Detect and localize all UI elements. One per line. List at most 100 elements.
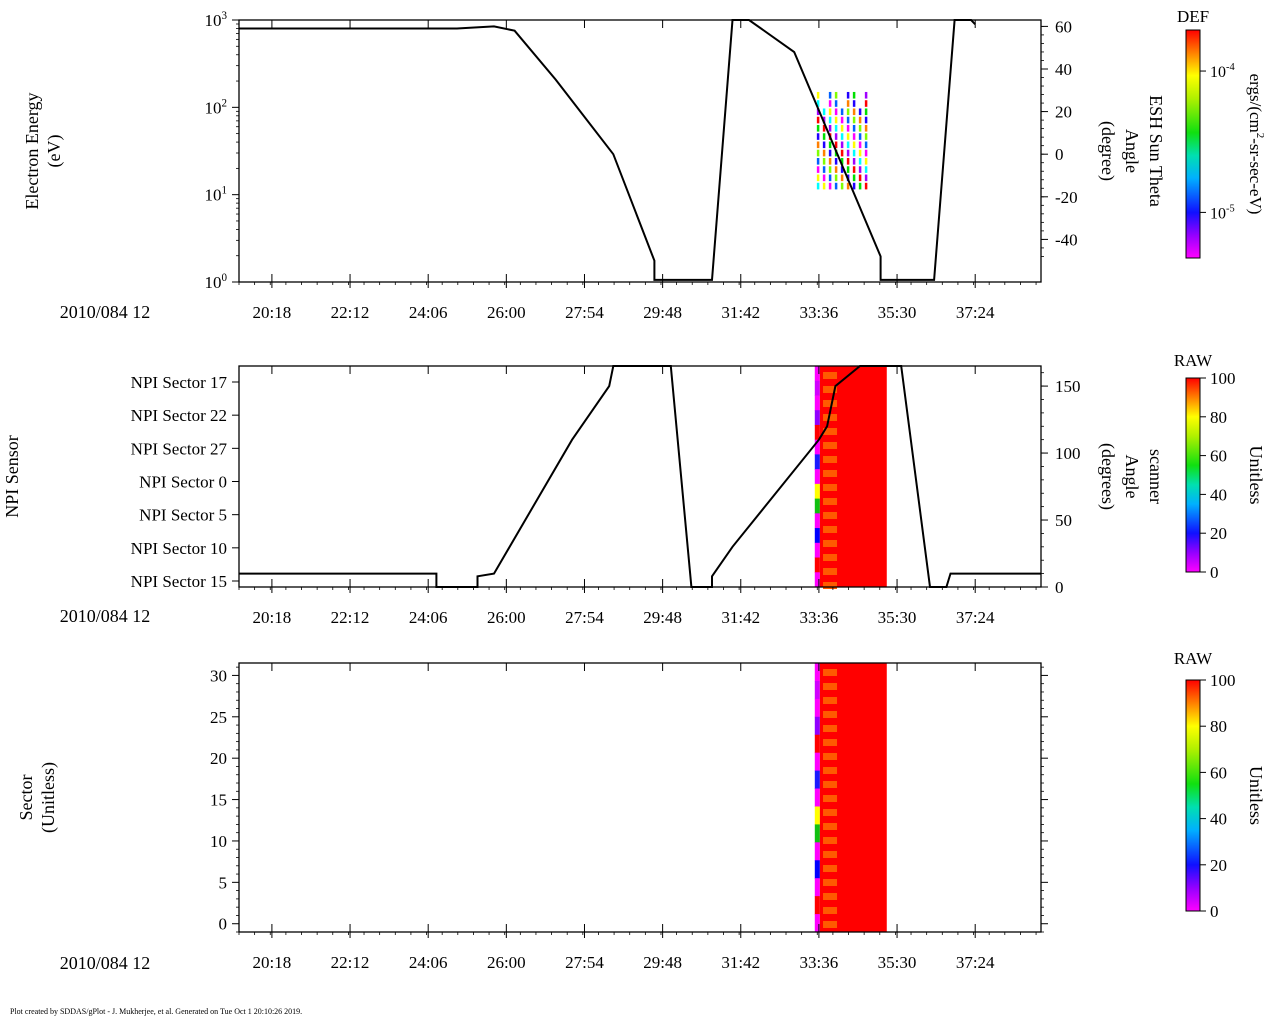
def-cell — [846, 182, 850, 190]
def-cell — [822, 124, 826, 132]
stripe-cell — [823, 400, 838, 407]
y-category-label: NPI Sector 15 — [131, 572, 227, 591]
def-cell — [858, 182, 862, 190]
def-cell — [840, 133, 844, 140]
stripe-cell — [823, 540, 838, 547]
y-tick-label: 10 — [210, 832, 227, 851]
def-cell — [864, 91, 868, 99]
right-axis-label: Angle — [1122, 129, 1142, 173]
def-cell — [822, 116, 826, 124]
def-cell — [840, 166, 844, 173]
def-cell — [840, 149, 844, 157]
right-axis-label: scanner — [1146, 449, 1166, 504]
colorbar-tick-label: 60 — [1210, 763, 1227, 782]
y-axis-label: (eV) — [44, 135, 65, 168]
x-tick-label: 22:12 — [331, 303, 370, 322]
low-value-cell — [814, 483, 820, 500]
colorbar-tick-label: 20 — [1210, 856, 1227, 875]
x-tick-label: 27:54 — [565, 303, 604, 322]
def-cell — [816, 116, 820, 124]
def-cell — [852, 166, 856, 173]
def-cell — [816, 133, 820, 140]
y-axis-label: (Unitless) — [38, 762, 59, 833]
low-value-cell — [814, 734, 820, 754]
x-tick-label: 22:12 — [331, 608, 370, 627]
stripe-cell — [823, 753, 838, 760]
def-cell — [846, 158, 850, 165]
y-tick-label: 103 — [204, 10, 227, 30]
right-y-tick-label: 100 — [1055, 444, 1081, 463]
stripe-cell — [823, 739, 838, 746]
def-cell — [846, 141, 850, 149]
def-cell — [852, 91, 856, 99]
def-cell — [816, 182, 820, 190]
stripe-cell — [823, 795, 838, 802]
right-y-tick-label: 50 — [1055, 511, 1072, 530]
def-cell — [852, 149, 856, 157]
def-cell — [822, 108, 826, 116]
stripe-cell — [823, 414, 838, 421]
def-cell — [846, 100, 850, 107]
def-cell — [822, 158, 826, 165]
def-cell — [828, 149, 832, 157]
def-cell — [864, 124, 868, 132]
plot-frame — [238, 365, 1042, 588]
def-cell — [846, 124, 850, 132]
def-cell — [858, 166, 862, 173]
stripe-cell — [823, 837, 838, 844]
def-cell — [852, 158, 856, 165]
colorbar — [1185, 377, 1201, 573]
x-tick-label: 33:36 — [800, 953, 839, 972]
def-cell — [846, 133, 850, 140]
colorbar-tick-label: 80 — [1210, 717, 1227, 736]
x-tick-label: 24:06 — [409, 303, 448, 322]
colorbar — [1185, 679, 1201, 912]
right-y-tick-label: -40 — [1055, 230, 1078, 249]
def-cell — [840, 108, 844, 116]
def-cell — [840, 174, 844, 182]
low-value-cell — [814, 788, 820, 807]
low-value-cell — [814, 572, 820, 588]
def-cell — [852, 100, 856, 107]
y-tick-label: 102 — [204, 97, 227, 117]
colorbar-tick-label: 20 — [1210, 524, 1227, 543]
colorbar-tick-label: 40 — [1210, 810, 1227, 829]
def-cell — [840, 116, 844, 124]
low-value-cell — [814, 878, 820, 897]
x-tick-label: 20:18 — [253, 953, 292, 972]
stripe-cell — [823, 372, 838, 379]
right-axis-label: (degrees) — [1097, 443, 1118, 510]
stripe-cell — [823, 879, 838, 886]
def-cell — [864, 182, 868, 190]
def-cell — [816, 158, 820, 165]
colorbar-tick-label: 100 — [1210, 369, 1236, 388]
low-value-cell — [814, 498, 820, 514]
low-value-cell — [814, 557, 820, 573]
stripe-cell — [823, 442, 838, 449]
def-cell — [864, 158, 868, 165]
stripe-cell — [823, 554, 838, 561]
low-value-cell — [814, 752, 820, 772]
x-tick-label: 33:36 — [800, 303, 839, 322]
def-cell — [858, 124, 862, 132]
colorbar — [1185, 29, 1201, 259]
def-cell — [822, 174, 826, 182]
def-cell — [846, 166, 850, 173]
def-cell — [822, 166, 826, 173]
low-value-cell — [814, 380, 820, 396]
stripe-cell — [823, 470, 838, 477]
stripe-cell — [823, 683, 838, 690]
def-cell — [858, 133, 862, 140]
low-value-cell — [814, 395, 820, 411]
x-tick-label: 24:06 — [409, 608, 448, 627]
y-category-label: NPI Sector 0 — [139, 473, 227, 492]
low-value-cell — [814, 424, 820, 441]
x-tick-label: 26:00 — [487, 608, 526, 627]
low-value-cell — [814, 528, 820, 544]
x-tick-label: 31:42 — [721, 953, 760, 972]
footer-credit: Plot created by SDDAS/gPlot - J. Mukherj… — [10, 1007, 303, 1016]
x-tick-label: 37:24 — [956, 303, 995, 322]
def-cell — [840, 124, 844, 132]
x-tick-label: 22:12 — [331, 953, 370, 972]
x-tick-label: 37:24 — [956, 953, 995, 972]
